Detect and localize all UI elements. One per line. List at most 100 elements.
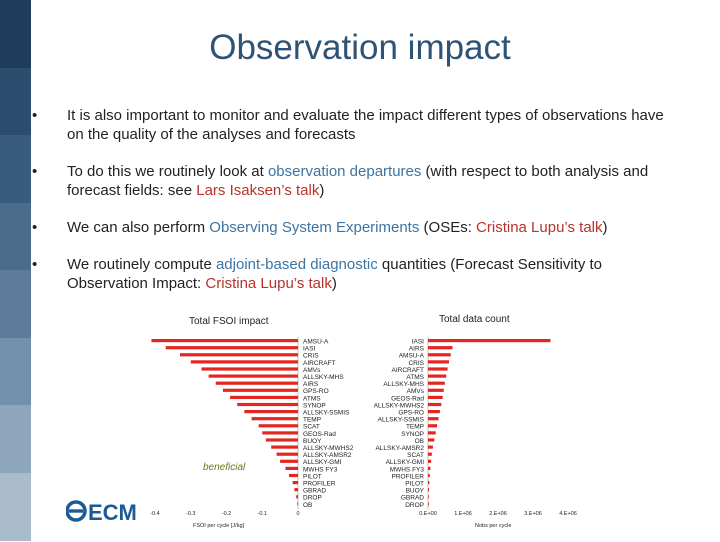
sidebar-block xyxy=(0,472,31,541)
category-label: DROP xyxy=(303,495,322,502)
sidebar-block xyxy=(0,270,31,339)
chart-title: Total data count xyxy=(439,314,510,325)
category-label: SYNOP xyxy=(401,431,424,438)
data-count-chart: Total data count IASI AIRS AMSU-A CRIS AIRCR… xyxy=(363,305,588,537)
bullet-text-part: ) xyxy=(319,182,325,199)
category-label: ALLSKY-MWHS2 xyxy=(374,402,425,409)
x-tick-label: 1.E+06 xyxy=(454,511,472,517)
bar xyxy=(215,381,298,385)
bullet-highlight-blue: adjoint-based diagnostic xyxy=(215,256,378,273)
bullet-text-part: quantities (Forecast Sensitivity to Obse… xyxy=(67,256,603,292)
bar xyxy=(201,367,298,371)
bar xyxy=(428,381,445,385)
ecmwf-logo: ECM xyxy=(66,500,137,524)
bar xyxy=(276,452,298,456)
bar xyxy=(428,481,430,485)
bar xyxy=(208,374,298,378)
bar xyxy=(297,502,299,506)
bar xyxy=(428,459,432,463)
bar xyxy=(428,495,429,499)
bar xyxy=(428,353,451,357)
bar xyxy=(428,395,443,399)
bullet-text-part: We can also perform xyxy=(67,219,210,236)
fsoi-impact-plot: AMSU-AIASICRISAIRCRAFTAMVsALLSKY-MHSAIRS… xyxy=(150,337,354,529)
beneficial-annotation: beneficial xyxy=(203,462,246,473)
category-label: BUOY xyxy=(406,488,425,495)
bar xyxy=(230,395,298,399)
bullet-text-part: We routinely compute xyxy=(67,256,216,273)
x-tick-label: 0 xyxy=(296,511,299,517)
bar xyxy=(428,367,448,371)
category-label: DROP xyxy=(405,502,424,509)
category-label: ALLSKY-GMI xyxy=(386,459,425,466)
data-count-plot: IASIAIRSAMSU-ACRISAIRCRAFTATMSALLSKY-MHS… xyxy=(374,337,577,529)
bar xyxy=(244,410,298,414)
x-tick-label: -0.3 xyxy=(186,511,195,517)
bar xyxy=(428,360,449,364)
bullet-marker: • xyxy=(32,219,38,236)
bullet-text-part: (with respect to both analysis and forec… xyxy=(67,163,649,199)
x-tick-label: -0.4 xyxy=(150,511,159,517)
bullet-text-4: We routinely compute adjoint-based diagn… xyxy=(67,255,682,293)
category-label: AIRS xyxy=(303,381,319,388)
category-label: PILOT xyxy=(303,473,322,480)
x-tick-label: 2.E+06 xyxy=(489,511,507,517)
bar xyxy=(151,339,298,343)
bullet-marker: • xyxy=(32,107,38,124)
decorative-sidebar xyxy=(0,0,31,541)
sidebar-block xyxy=(0,337,31,406)
category-label: ALLSKY-SSMIS xyxy=(378,417,425,424)
bullet-highlight-blue: Observing System Experiments xyxy=(209,219,420,236)
talk-reference: Lars Isaksen’s talk xyxy=(196,182,320,199)
category-label: OB xyxy=(303,502,312,509)
bar xyxy=(428,473,430,478)
category-label: GPS-RO xyxy=(303,388,329,395)
bar xyxy=(428,417,439,421)
sidebar-block xyxy=(0,0,31,69)
bar xyxy=(428,374,447,378)
bar xyxy=(237,402,298,407)
bar xyxy=(428,339,551,343)
talk-reference: Cristina Lupu’s talk xyxy=(476,219,603,236)
bullet-text-part: ) xyxy=(331,275,337,292)
category-label: CRIS xyxy=(408,360,424,367)
category-label: ATMS xyxy=(406,374,424,381)
bullet-highlight-blue: observation departures xyxy=(267,163,422,180)
bar xyxy=(428,388,444,392)
bar xyxy=(292,481,298,485)
category-label: ALLSKY-AMSR2 xyxy=(303,452,352,459)
bar xyxy=(428,445,433,449)
category-label: AIRS xyxy=(409,346,425,353)
bar xyxy=(428,346,453,350)
category-label: IASI xyxy=(412,339,424,346)
bar xyxy=(428,402,442,407)
fsoi-impact-chart: Total FSOI impact AMSU-A IASI CRIS AIRCRAFT… xyxy=(143,305,363,537)
bar xyxy=(428,502,429,506)
category-label: ATMS xyxy=(303,395,321,402)
category-label: MWHS FY3 xyxy=(303,466,338,473)
bar xyxy=(262,431,298,435)
bar xyxy=(165,346,298,350)
x-axis-label: Nobs per cycle xyxy=(475,523,511,529)
category-label: PROFILER xyxy=(391,473,424,480)
bar xyxy=(428,452,432,456)
sidebar-block xyxy=(0,67,31,136)
category-label: ALLSKY-MHS xyxy=(383,381,424,388)
bar xyxy=(428,466,431,470)
category-label: ALLSKY-MHS xyxy=(303,374,344,381)
x-axis-label: FSOI per cycle [J/kg] xyxy=(193,523,245,529)
bar xyxy=(222,388,298,392)
x-tick-label: -0.1 xyxy=(258,511,267,517)
sidebar-block xyxy=(0,202,31,271)
bullet-text-part: It is also important to monitor and eval… xyxy=(67,107,664,143)
category-label: ALLSKY-SSMIS xyxy=(303,410,350,417)
sidebar-block xyxy=(0,135,31,204)
bar xyxy=(271,445,298,449)
bar xyxy=(428,488,430,492)
category-label: TEMP xyxy=(303,417,321,424)
category-label: PROFILER xyxy=(303,481,336,488)
category-label: ALLSKY-MWHS2 xyxy=(303,445,354,452)
category-label: MWHS FY3 xyxy=(390,466,425,473)
bullet-text-3: We can also perform Observing System Exp… xyxy=(67,218,682,237)
bar xyxy=(251,417,298,421)
